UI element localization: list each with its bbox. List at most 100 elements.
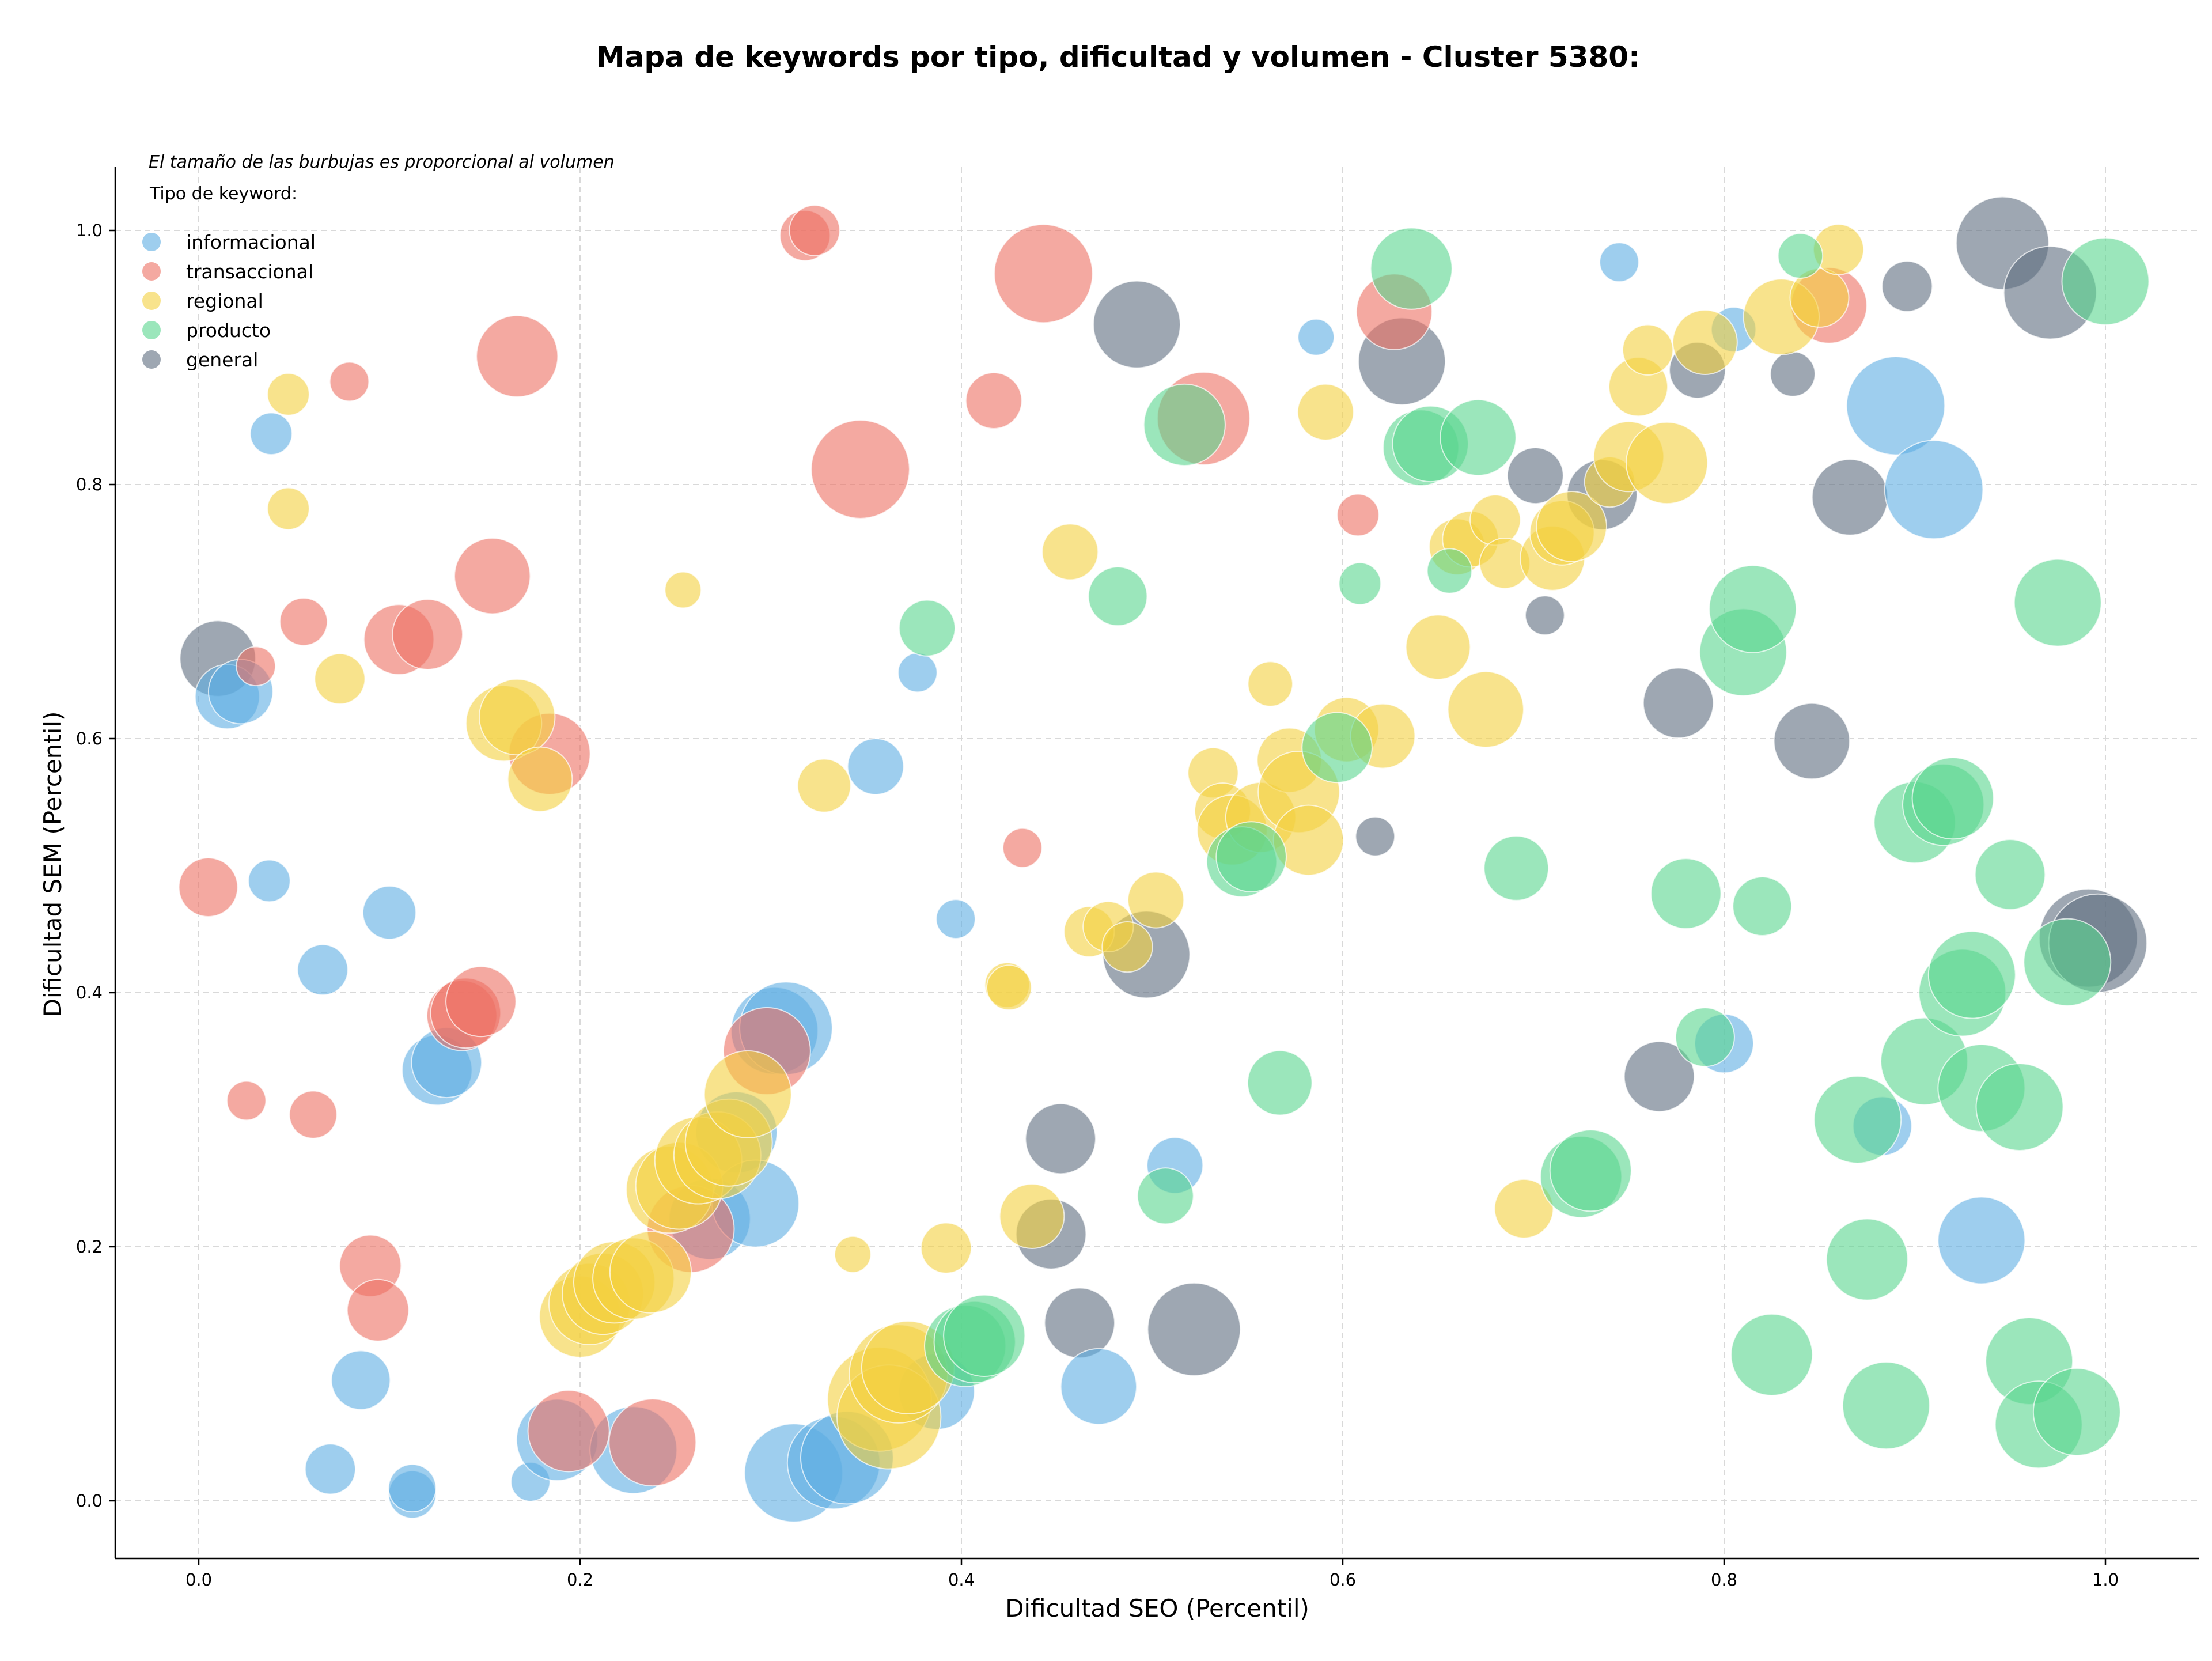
transaccional-point [476, 315, 559, 398]
transaccional-point [994, 224, 1093, 324]
data-points [178, 196, 2150, 1523]
general-point [1044, 1287, 1116, 1359]
producto-point [1813, 1076, 1902, 1164]
general-point [1525, 595, 1565, 635]
x-tick-label: 0.0 [185, 1570, 212, 1590]
x-tick-label: 1.0 [2092, 1570, 2119, 1590]
series-producto [898, 227, 2150, 1469]
producto-point [1675, 1007, 1735, 1068]
legend-marker-regional [142, 292, 161, 310]
producto-point [1549, 1129, 1632, 1212]
regional-point [1247, 661, 1293, 707]
regional-point [267, 373, 310, 416]
informacional-point [362, 885, 417, 940]
legend-marker-informacional [142, 233, 161, 251]
producto-point [2061, 237, 2150, 326]
legend-label-producto: producto [186, 319, 271, 342]
producto-point [1911, 757, 1994, 840]
producto-point [1338, 562, 1382, 606]
y-axis-label: Dificultad SEM (Percentil) [39, 712, 67, 1017]
regional-point [1626, 421, 1709, 505]
transaccional-point [346, 1278, 410, 1342]
ticks: 0.0 0.2 0.4 0.6 0.8 1.0 0.0 0.2 0.4 0.6 0.8 1.0 [76, 221, 2119, 1590]
general-point [1642, 667, 1714, 739]
informacional-point [388, 1463, 437, 1513]
producto-point [1247, 1050, 1313, 1116]
producto-point [943, 1294, 1026, 1377]
legend-marker-transaccional [142, 262, 161, 281]
legend-label-informacional: informacional [186, 231, 316, 253]
series-general [179, 196, 2148, 1376]
legend-label-transaccional: transaccional [186, 260, 313, 283]
regional-point [267, 487, 310, 531]
regional-point [834, 1235, 872, 1273]
general-point [1881, 260, 1933, 312]
regional-point [1405, 614, 1471, 680]
transaccional-point [236, 646, 276, 687]
legend-items: informacional transaccional regional produc… [142, 231, 316, 371]
axes [114, 167, 2199, 1560]
producto-point [1732, 876, 1793, 937]
regional-point [507, 746, 573, 812]
legend: El tamaño de las burbujas es proporciona… [142, 152, 615, 371]
x-tick-label: 0.6 [1330, 1570, 1356, 1590]
series-regional [267, 224, 1865, 1470]
regional-point [986, 964, 1032, 1011]
chart-title: Mapa de keywords por tipo, dificultad y … [596, 40, 1640, 74]
transaccional-point [329, 361, 370, 402]
legend-title: Tipo de keyword: [149, 184, 297, 204]
producto-point [898, 599, 956, 657]
y-tick-label: 0.2 [76, 1237, 103, 1257]
producto-point [1301, 712, 1373, 784]
general-point [1506, 447, 1564, 505]
transaccional-point [527, 1390, 610, 1473]
regional-point [479, 678, 556, 756]
informacional-point [249, 412, 293, 456]
transaccional-point [445, 966, 517, 1038]
informacional-point [1060, 1348, 1138, 1425]
producto-point [1730, 1313, 1813, 1397]
transaccional-point [279, 597, 328, 646]
regional-point [1622, 324, 1674, 376]
regional-point [703, 1050, 792, 1138]
general-point [1770, 351, 1816, 397]
informacional-point [847, 737, 904, 796]
transaccional-point [289, 1090, 338, 1139]
regional-point [314, 653, 366, 705]
producto-point [1927, 930, 2016, 1019]
informacional-point [897, 652, 938, 693]
transaccional-point [810, 419, 910, 519]
transaccional-point [965, 372, 1022, 430]
regional-point [1536, 490, 1607, 562]
transaccional-point [789, 205, 840, 256]
producto-point [2032, 1368, 2121, 1456]
general-point [1773, 702, 1850, 780]
producto-point [1370, 227, 1453, 310]
producto-point [1440, 399, 1517, 476]
legend-label-regional: regional [186, 290, 263, 312]
x-tick-label: 0.2 [567, 1570, 593, 1590]
transaccional-point [608, 1398, 697, 1487]
general-point [1147, 1282, 1241, 1376]
x-axis-label: Dificultad SEO (Percentil) [1005, 1594, 1309, 1622]
informacional-point [331, 1350, 391, 1410]
legend-note: El tamaño de las burbujas es proporciona… [149, 152, 615, 172]
regional-point [920, 1222, 972, 1274]
informacional-point [248, 859, 291, 903]
regional-point [1447, 671, 1524, 748]
producto-point [1215, 821, 1287, 892]
legend-marker-producto [142, 321, 161, 339]
producto-point [1137, 1167, 1194, 1225]
general-point [1623, 1041, 1695, 1113]
regional-point [999, 1183, 1065, 1249]
transaccional-point [178, 857, 238, 917]
y-tick-label: 0.6 [76, 729, 103, 748]
producto-point [1088, 566, 1148, 627]
regional-point [1297, 383, 1354, 441]
producto-point [1143, 383, 1226, 466]
regional-point [1469, 494, 1521, 546]
producto-point [1975, 1062, 2064, 1151]
general-point [1093, 280, 1181, 369]
informacional-point [935, 899, 976, 939]
